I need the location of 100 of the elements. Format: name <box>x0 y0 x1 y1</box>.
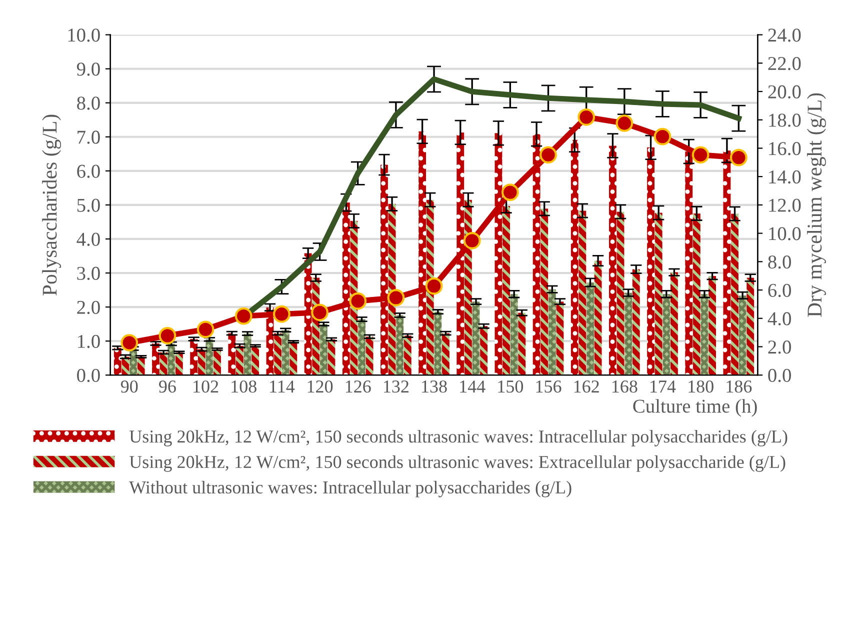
y-tick-label: 8.0 <box>77 96 100 110</box>
y-tick-label: 5.0 <box>77 198 100 212</box>
bar <box>358 319 366 376</box>
y2-tick-label: 4.0 <box>768 312 791 326</box>
point <box>120 334 138 352</box>
x-tick-label: 132 <box>384 380 408 393</box>
bar <box>396 315 404 376</box>
bar <box>214 349 221 376</box>
bar <box>746 278 754 376</box>
x-axis-title: Culture time (h) <box>633 399 757 417</box>
bar <box>670 272 678 376</box>
legend-label: Using 20kHz, 12 W/cm², 150 seconds ultrasonic waves: Intracellular polysaccharides (g/L) <box>129 430 788 446</box>
x-tick-label: 114 <box>270 380 295 392</box>
x-tick-label: 90 <box>120 380 138 393</box>
x-tick-label: 150 <box>498 380 524 393</box>
y-axis-title: Polysaccharides (g/L) <box>42 114 62 296</box>
point <box>387 288 405 306</box>
bar <box>152 343 160 376</box>
y2-tick-label: 8.0 <box>768 255 791 269</box>
bar <box>342 202 350 376</box>
bar <box>624 292 632 376</box>
legend-label: Using 20kHz, 12 W/cm², 150 seconds ultrasonic waves: Extracellular polysaccharide (g/L) <box>129 455 786 472</box>
bar <box>456 132 464 376</box>
point <box>311 304 328 322</box>
point <box>501 184 519 201</box>
bar <box>548 289 556 376</box>
bar <box>586 282 594 376</box>
y-tick-label: 3.0 <box>77 266 100 280</box>
x-tick-label: 174 <box>650 380 676 392</box>
y-tick-label: 1.0 <box>78 334 100 348</box>
bar <box>190 339 198 376</box>
y-tick-label: 2.0 <box>77 300 100 314</box>
point <box>730 148 748 166</box>
bar <box>160 352 168 376</box>
y-tick-label: 10.0 <box>68 28 100 42</box>
y2-tick-label: 0.0 <box>768 368 791 382</box>
point <box>463 232 481 250</box>
x-tick-label: 102 <box>194 380 218 393</box>
x-tick-label: 144 <box>460 380 486 392</box>
point <box>234 307 252 325</box>
bar <box>320 324 328 376</box>
bar <box>175 352 183 376</box>
bar <box>738 295 746 376</box>
bar <box>632 269 640 376</box>
y2-tick-label: 22.0 <box>768 56 801 70</box>
bar <box>731 214 738 376</box>
y-tick-label: 4.0 <box>76 232 100 246</box>
y2-tick-label: 12.0 <box>769 198 801 212</box>
bar <box>168 344 176 376</box>
bar <box>700 294 708 376</box>
y2-tick-label: 18.0 <box>769 114 801 127</box>
bar <box>662 294 670 376</box>
x-tick-label: 180 <box>688 380 714 393</box>
x-tick-label: 156 <box>536 380 562 393</box>
y2-tick-label: 10.0 <box>769 227 801 240</box>
x-tick-label: 168 <box>612 380 638 393</box>
bar <box>206 339 214 376</box>
bar <box>114 348 122 376</box>
bar <box>380 164 388 376</box>
bar <box>594 260 602 376</box>
bar <box>502 206 510 376</box>
bar <box>654 212 662 376</box>
y2-tick-label: 16.0 <box>769 142 801 156</box>
bar <box>442 333 450 376</box>
y2-tick-label: 24.0 <box>768 28 801 42</box>
y-tick-label: 7.0 <box>78 130 100 144</box>
x-tick-label: 120 <box>308 380 333 393</box>
y-tick-label: 6.0 <box>77 164 100 178</box>
bar <box>692 213 700 376</box>
bar <box>616 212 624 376</box>
y-tick-label: 0.0 <box>77 368 100 382</box>
bar <box>647 147 654 376</box>
bar <box>228 333 236 376</box>
legend-label: Without ultrasonic waves: Intracellular polysaccharides (g/L) <box>129 480 572 498</box>
bar <box>510 294 518 376</box>
point <box>616 114 634 132</box>
bar <box>404 336 412 376</box>
bar <box>282 330 290 376</box>
x-tick-label: 186 <box>726 380 752 393</box>
bar <box>137 356 145 376</box>
bar <box>532 134 540 376</box>
point <box>540 146 557 164</box>
point <box>273 305 290 323</box>
bar <box>418 131 426 376</box>
y-tick-label: 9.0 <box>76 62 100 76</box>
point <box>692 146 710 164</box>
bar <box>723 150 731 376</box>
y2-tick-label: 20.0 <box>768 85 801 99</box>
bar <box>578 210 586 376</box>
point <box>158 326 176 344</box>
x-tick-label: 138 <box>422 380 447 393</box>
bar <box>685 152 693 376</box>
bar <box>434 312 442 376</box>
point <box>196 320 214 338</box>
y2-tick-label: 6.0 <box>768 284 791 298</box>
bar <box>556 302 564 376</box>
bar <box>290 342 298 376</box>
bar <box>518 312 526 376</box>
x-tick-label: 162 <box>574 380 599 393</box>
bar <box>540 208 548 376</box>
